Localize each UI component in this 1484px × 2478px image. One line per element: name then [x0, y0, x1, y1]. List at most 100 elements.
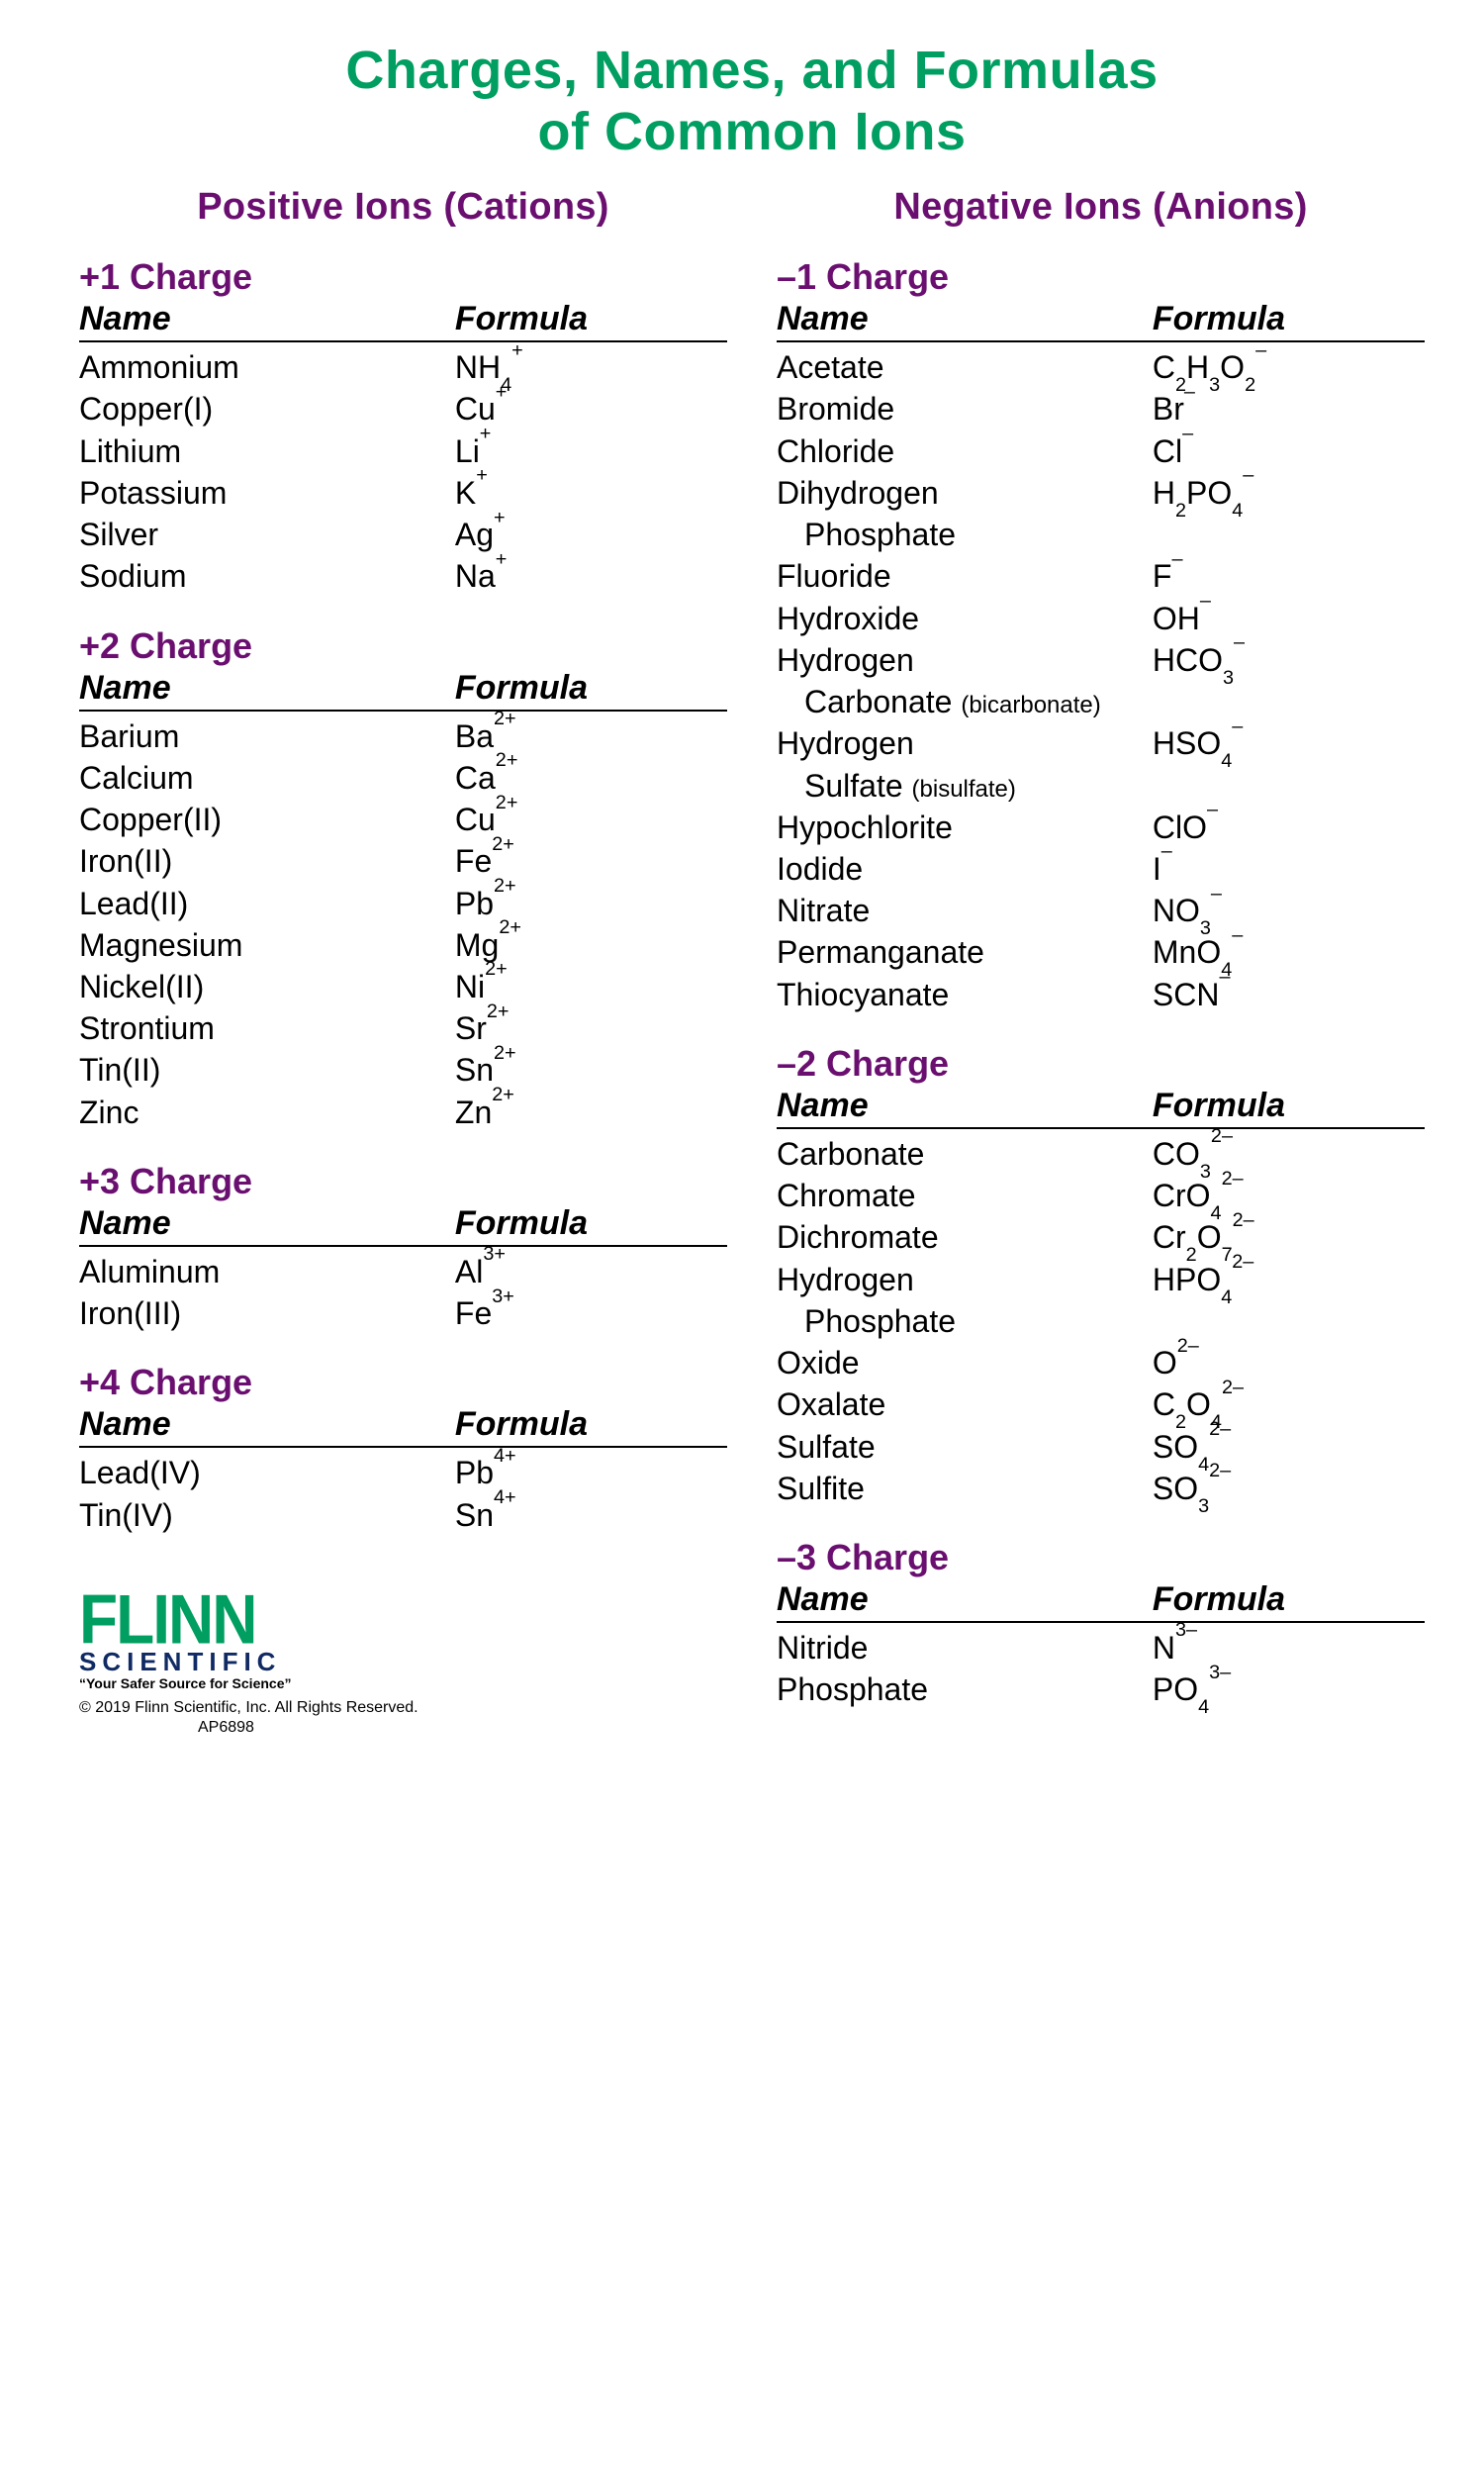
table-header: NameFormula: [777, 300, 1425, 342]
formula-column-header: Formula: [1153, 300, 1425, 338]
ion-formula: Cu+: [455, 388, 727, 429]
ion-name: Aluminum: [79, 1251, 455, 1292]
ion-name: Oxalate: [777, 1383, 1153, 1425]
ion-formula: I–: [1153, 848, 1425, 890]
ion-name: Permanganate: [777, 931, 1153, 973]
main-title: Charges, Names, and Formulas of Common I…: [79, 40, 1425, 162]
table-row: Copper(I)Cu+: [79, 388, 727, 429]
ion-name: Strontium: [79, 1007, 455, 1049]
ion-name: Chromate: [777, 1175, 1153, 1216]
table-rows: AcetateC2H3O2–BromideBr–ChlorideCl–Dihyd…: [777, 342, 1425, 1015]
ion-name: Lithium: [79, 430, 455, 472]
ion-name: Hydroxide: [777, 598, 1153, 639]
ion-formula: O2–: [1153, 1342, 1425, 1383]
charge-heading: –3 Charge: [777, 1537, 1425, 1578]
ion-table: NameFormulaAcetateC2H3O2–BromideBr–Chlor…: [777, 300, 1425, 1015]
table-row: AcetateC2H3O2–: [777, 346, 1425, 388]
table-row: DihydrogenPhosphateH2PO4–: [777, 472, 1425, 555]
table-row: HydrogenCarbonate (bicarbonate)HCO3–: [777, 639, 1425, 722]
table-header: NameFormula: [777, 1580, 1425, 1623]
ion-formula: Zn2+: [455, 1092, 727, 1133]
ion-name: HydrogenPhosphate: [777, 1259, 1153, 1342]
ion-formula: PO43–: [1153, 1668, 1425, 1710]
ion-formula: Cl–: [1153, 430, 1425, 472]
ion-name: HydrogenSulfate (bisulfate): [777, 722, 1153, 806]
table-row: FluorideF–: [777, 555, 1425, 597]
name-column-header: Name: [777, 300, 1153, 338]
table-rows: NitrideN3–PhosphatePO43–: [777, 1623, 1425, 1710]
ion-formula: CO32–: [1153, 1133, 1425, 1175]
ion-formula: N3–: [1153, 1627, 1425, 1668]
table-rows: AmmoniumNH4+Copper(I)Cu+LithiumLi+Potass…: [79, 342, 727, 597]
ion-table: NameFormulaLead(IV)Pb4+Tin(IV)Sn4+: [79, 1405, 727, 1535]
ion-formula: Pb2+: [455, 883, 727, 924]
cations-column: Positive Ions (Cations) +1 ChargeNameFor…: [79, 182, 727, 1737]
table-row: SulfateSO42–: [777, 1426, 1425, 1468]
charge-heading: –1 Charge: [777, 256, 1425, 298]
ion-name: Carbonate: [777, 1133, 1153, 1175]
formula-column-header: Formula: [455, 669, 727, 708]
ion-name: Acetate: [777, 346, 1153, 388]
table-row: Iron(II)Fe2+: [79, 840, 727, 882]
charge-heading: +2 Charge: [79, 625, 727, 667]
columns: Positive Ions (Cations) +1 ChargeNameFor…: [79, 182, 1425, 1737]
ion-name: Nitrate: [777, 890, 1153, 931]
table-header: NameFormula: [79, 1204, 727, 1247]
table-row: HydrogenSulfate (bisulfate)HSO4–: [777, 722, 1425, 806]
ion-name: Sodium: [79, 555, 455, 597]
ion-formula: C2O42–: [1153, 1383, 1425, 1425]
table-row: Tin(II)Sn2+: [79, 1049, 727, 1091]
ion-formula: Br–: [1153, 388, 1425, 429]
table-row: PotassiumK+: [79, 472, 727, 514]
ion-name: Tin(IV): [79, 1494, 455, 1536]
ion-name: Iron(II): [79, 840, 455, 882]
ion-formula: Na+: [455, 555, 727, 597]
ion-name: Iodide: [777, 848, 1153, 890]
ion-formula: HSO4–: [1153, 722, 1425, 764]
ion-name: Phosphate: [777, 1668, 1153, 1710]
title-line-2: of Common Ions: [538, 102, 967, 161]
ion-table: NameFormulaCarbonateCO32–ChromateCrO42–D…: [777, 1087, 1425, 1509]
ion-name: Potassium: [79, 472, 455, 514]
ion-formula: OH–: [1153, 598, 1425, 639]
table-row: ChromateCrO42–: [777, 1175, 1425, 1216]
table-row: ChlorideCl–: [777, 430, 1425, 472]
ion-table: NameFormulaAluminumAl3+Iron(III)Fe3+: [79, 1204, 727, 1334]
formula-column-header: Formula: [1153, 1087, 1425, 1125]
logo-tagline: “Your Safer Source for Science”: [79, 1675, 291, 1691]
ion-formula: MnO4–: [1153, 931, 1425, 973]
footer: FLINN SCIENTIFIC “Your Safer Source for …: [79, 1595, 727, 1737]
table-rows: BariumBa2+CalciumCa2+Copper(II)Cu2+Iron(…: [79, 712, 727, 1133]
name-column-header: Name: [79, 1204, 455, 1243]
ion-formula: Li+: [455, 430, 727, 472]
table-row: Lead(II)Pb2+: [79, 883, 727, 924]
ion-name: Copper(II): [79, 799, 455, 840]
ion-name: Fluoride: [777, 555, 1153, 597]
table-row: CarbonateCO32–: [777, 1133, 1425, 1175]
table-row: StrontiumSr2+: [79, 1007, 727, 1049]
flinn-logo: FLINN SCIENTIFIC “Your Safer Source for …: [79, 1595, 291, 1691]
ion-formula: Cr2O72–: [1153, 1216, 1425, 1258]
table-row: HydroxideOH–: [777, 598, 1425, 639]
cations-title: Positive Ions (Cations): [79, 186, 727, 229]
ion-name: Calcium: [79, 757, 455, 799]
ion-name: Nitride: [777, 1627, 1153, 1668]
ion-name: Sulfate: [777, 1426, 1153, 1468]
table-header: NameFormula: [79, 1405, 727, 1448]
table-rows: AluminumAl3+Iron(III)Fe3+: [79, 1247, 727, 1334]
table-row: PhosphatePO43–: [777, 1668, 1425, 1710]
cations-groups: +1 ChargeNameFormulaAmmoniumNH4+Copper(I…: [79, 256, 727, 1536]
name-column-header: Name: [777, 1580, 1153, 1619]
table-row: OxalateC2O42–: [777, 1383, 1425, 1425]
charge-heading: +4 Charge: [79, 1362, 727, 1403]
table-row: SodiumNa+: [79, 555, 727, 597]
table-row: HydrogenPhosphateHPO42–: [777, 1259, 1425, 1342]
table-row: HypochloriteClO–: [777, 807, 1425, 848]
name-column-header: Name: [79, 1405, 455, 1444]
ion-name: Nickel(II): [79, 966, 455, 1007]
table-header: NameFormula: [777, 1087, 1425, 1129]
formula-column-header: Formula: [1153, 1580, 1425, 1619]
ion-formula: H2PO4–: [1153, 472, 1425, 514]
table-row: OxideO2–: [777, 1342, 1425, 1383]
name-column-header: Name: [79, 669, 455, 708]
